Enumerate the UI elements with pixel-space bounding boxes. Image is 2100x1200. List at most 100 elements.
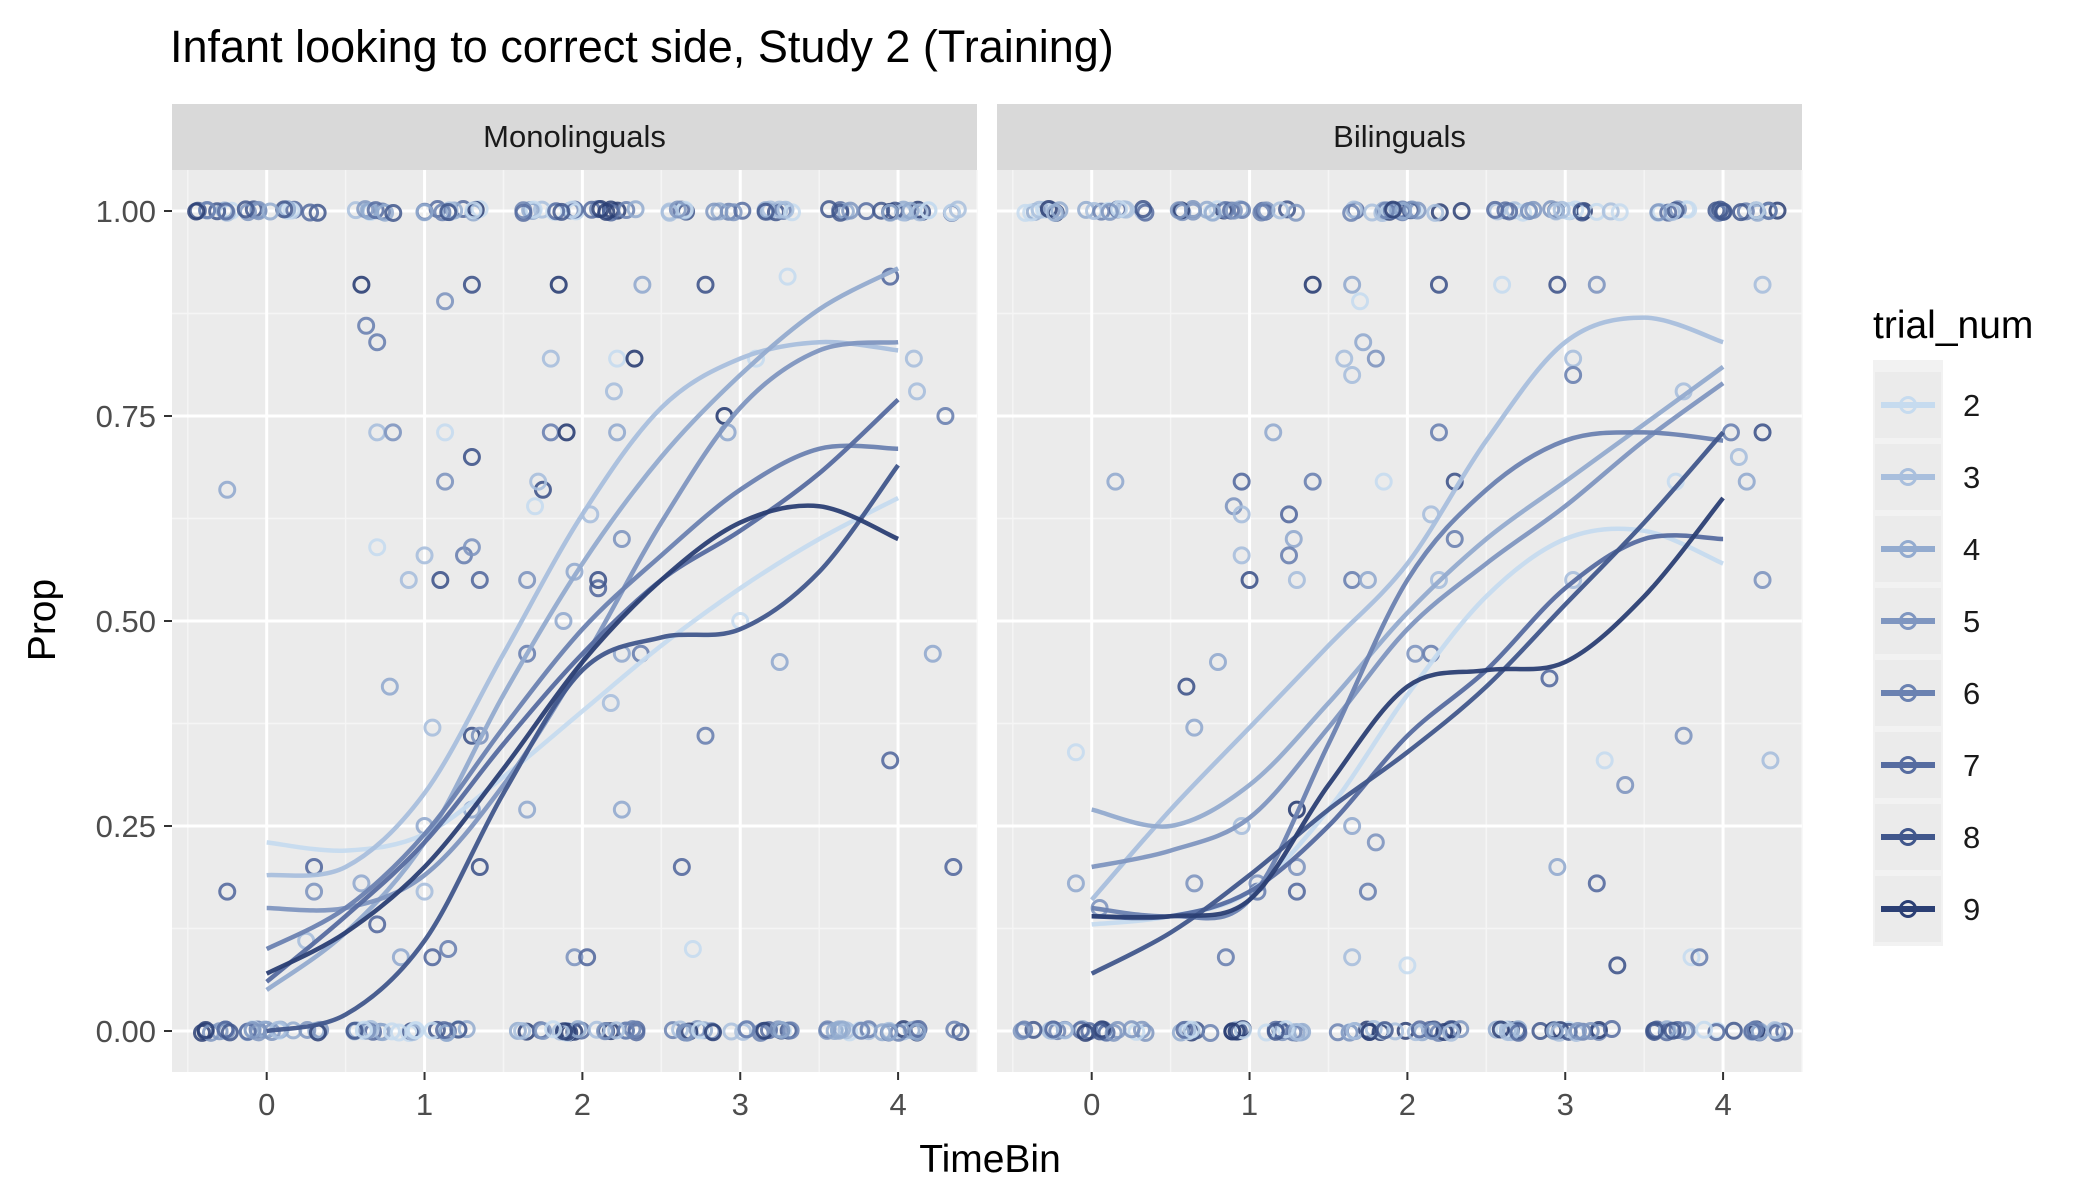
data-point bbox=[439, 940, 458, 958]
data-point bbox=[1303, 275, 1322, 294]
legend-item-label: 6 bbox=[1963, 676, 1980, 711]
data-point bbox=[923, 644, 942, 663]
data-point bbox=[1208, 653, 1227, 671]
data-point bbox=[776, 200, 795, 219]
data-point bbox=[552, 202, 571, 221]
data-point bbox=[1287, 882, 1306, 901]
data-point bbox=[554, 612, 573, 630]
data-point bbox=[1768, 201, 1787, 220]
data-point bbox=[1134, 200, 1153, 219]
data-point bbox=[220, 1023, 239, 1042]
legend: trial_num 2 3 4 5 6 7 8 9 bbox=[1873, 304, 2033, 946]
data-point bbox=[376, 203, 395, 222]
data-point bbox=[366, 201, 385, 220]
data-point bbox=[1092, 1020, 1111, 1039]
x-axis-label: TimeBin bbox=[919, 1138, 1061, 1181]
data-point bbox=[904, 349, 923, 368]
data-point bbox=[604, 382, 623, 401]
data-point bbox=[1280, 546, 1299, 565]
data-point bbox=[565, 948, 584, 967]
data-point bbox=[608, 423, 627, 442]
data-point bbox=[705, 202, 724, 221]
data-point bbox=[1545, 1022, 1564, 1041]
data-point bbox=[607, 1021, 626, 1040]
data-point bbox=[1278, 200, 1297, 219]
data-point bbox=[1501, 1023, 1520, 1042]
data-point bbox=[1293, 1022, 1312, 1041]
data-point bbox=[1690, 948, 1709, 967]
data-point bbox=[1201, 1023, 1220, 1042]
data-point bbox=[872, 201, 891, 220]
data-point bbox=[1713, 202, 1732, 221]
data-point bbox=[1342, 203, 1361, 222]
data-point bbox=[1184, 202, 1203, 221]
data-point bbox=[384, 203, 403, 222]
data-point bbox=[831, 203, 850, 222]
x-tick-label: 3 bbox=[1557, 1087, 1574, 1122]
data-point bbox=[873, 1023, 892, 1042]
data-point bbox=[1182, 1020, 1201, 1039]
data-point bbox=[908, 382, 927, 401]
data-point bbox=[591, 200, 610, 219]
smooth-line-trial-3 bbox=[266, 339, 899, 878]
data-point bbox=[298, 1020, 317, 1039]
x-tick-label: 0 bbox=[258, 1087, 275, 1122]
data-point bbox=[462, 448, 481, 466]
data-point bbox=[354, 1020, 373, 1039]
data-point bbox=[436, 423, 455, 442]
data-point bbox=[778, 267, 797, 286]
data-point bbox=[368, 538, 387, 557]
data-point bbox=[431, 571, 450, 589]
data-point bbox=[1663, 1021, 1682, 1040]
smooth-line-trial-3 bbox=[1090, 315, 1724, 902]
data-point bbox=[208, 202, 227, 221]
smooth-line-trial-4 bbox=[1091, 364, 1725, 829]
data-point bbox=[1398, 956, 1417, 975]
data-point bbox=[1429, 423, 1448, 442]
legend-key-point bbox=[1899, 540, 1917, 558]
data-point bbox=[1232, 546, 1251, 565]
data-point bbox=[660, 203, 679, 222]
data-point bbox=[1271, 201, 1290, 220]
data-point bbox=[589, 571, 608, 589]
data-point bbox=[908, 1022, 927, 1041]
data-point bbox=[880, 1023, 899, 1042]
data-point bbox=[1366, 349, 1385, 368]
x-tick-label: 3 bbox=[732, 1087, 749, 1122]
data-point bbox=[881, 751, 900, 770]
data-point bbox=[308, 203, 327, 222]
data-point bbox=[1287, 1023, 1306, 1042]
data-point bbox=[626, 200, 645, 219]
panel-strip bbox=[997, 104, 1802, 170]
legend-item-label: 3 bbox=[1963, 460, 1980, 495]
data-point bbox=[1761, 751, 1780, 770]
legend-item-label: 8 bbox=[1963, 820, 1980, 855]
data-point bbox=[1441, 1023, 1460, 1042]
legend-item-label: 4 bbox=[1963, 532, 1980, 567]
smooth-line-trial-2 bbox=[266, 495, 900, 853]
data-point bbox=[243, 1021, 262, 1040]
data-point bbox=[587, 1020, 606, 1039]
data-point bbox=[894, 203, 913, 222]
data-point bbox=[1674, 726, 1693, 745]
smooth-lines bbox=[265, 266, 900, 1034]
data-point bbox=[541, 349, 560, 368]
smooth-line-trial-5 bbox=[1091, 381, 1725, 870]
data-point bbox=[944, 858, 963, 876]
x-tick-label: 4 bbox=[889, 1087, 906, 1122]
data-point bbox=[696, 726, 715, 745]
data-point bbox=[238, 203, 257, 222]
data-point bbox=[1737, 472, 1756, 491]
data-point bbox=[1287, 858, 1306, 876]
data-point bbox=[683, 940, 702, 958]
data-point bbox=[1602, 1020, 1621, 1039]
data-point bbox=[345, 1021, 364, 1040]
data-point bbox=[1343, 817, 1362, 835]
data-point bbox=[1646, 1021, 1665, 1040]
data-point bbox=[1375, 1021, 1394, 1040]
data-point bbox=[833, 1020, 852, 1039]
data-point bbox=[1587, 874, 1606, 893]
smooth-line-trial-8 bbox=[266, 463, 900, 1034]
data-point bbox=[1568, 1022, 1587, 1041]
